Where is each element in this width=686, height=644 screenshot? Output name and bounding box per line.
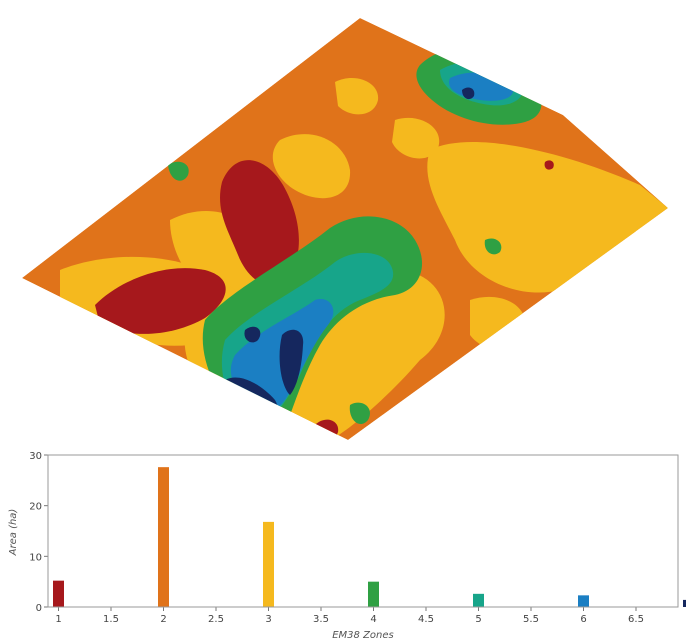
bar-zone-6 — [578, 595, 589, 607]
zone-3-patch — [427, 142, 668, 293]
bars — [53, 467, 686, 607]
bar-zone-7 — [683, 599, 686, 607]
zone-3-patch — [392, 117, 440, 159]
zone-1-patch — [95, 268, 226, 334]
x-tick-label: 2 — [160, 614, 166, 625]
zone-1-patch — [544, 160, 554, 170]
x-tick-label: 4 — [370, 614, 376, 625]
em38-zone-map — [22, 18, 668, 440]
zone-4-patch — [484, 238, 502, 255]
y-tick-label: 20 — [29, 502, 42, 513]
zone-area-chart: 0 10 20 30 1 1.5 2 2.5 3 3.5 4 4.5 5 5.5 6 6.5 Area (h… — [8, 451, 686, 641]
map-zones — [22, 18, 668, 440]
x-tick-label: 6.5 — [628, 614, 644, 625]
y-axis-title: Area (ha) — [8, 509, 19, 557]
x-tick-label: 5 — [475, 614, 481, 625]
zone-1-patch — [220, 160, 299, 286]
y-tick-label: 30 — [29, 451, 42, 462]
x-tick-label: 6 — [580, 614, 586, 625]
x-tick-label: 3 — [265, 614, 271, 625]
bar-zone-5 — [473, 593, 484, 607]
zone-3-patch — [335, 78, 379, 115]
y-tick-label: 10 — [29, 552, 42, 563]
zone-7-patch — [244, 326, 261, 343]
zone-1-patch — [315, 419, 339, 439]
zone-4-patch — [168, 161, 189, 181]
bar-zone-2 — [158, 467, 169, 607]
zone-4-patch — [349, 402, 370, 425]
x-tick-label: 5.5 — [523, 614, 539, 625]
zone-7-patch — [279, 329, 304, 395]
x-axis-title: EM38 Zones — [332, 630, 394, 641]
bar-zone-4 — [368, 581, 379, 607]
x-tick-label: 4.5 — [418, 614, 434, 625]
x-tick-label: 1 — [55, 614, 61, 625]
bar-zone-3 — [263, 521, 274, 607]
bar-zone-1 — [53, 580, 64, 607]
x-tick-label: 3.5 — [313, 614, 329, 625]
x-tick-label: 1.5 — [103, 614, 119, 625]
x-tick-label: 2.5 — [208, 614, 224, 625]
zone-3-patch — [272, 134, 351, 199]
y-axis: 0 10 20 30 — [29, 451, 48, 614]
zone-1-patch — [643, 158, 658, 171]
plot-frame — [47, 454, 679, 608]
zone-7-patch — [462, 87, 475, 100]
y-tick-label: 0 — [36, 603, 42, 614]
x-axis: 1 1.5 2 2.5 3 3.5 4 4.5 5 5.5 6 6.5 — [55, 607, 644, 625]
